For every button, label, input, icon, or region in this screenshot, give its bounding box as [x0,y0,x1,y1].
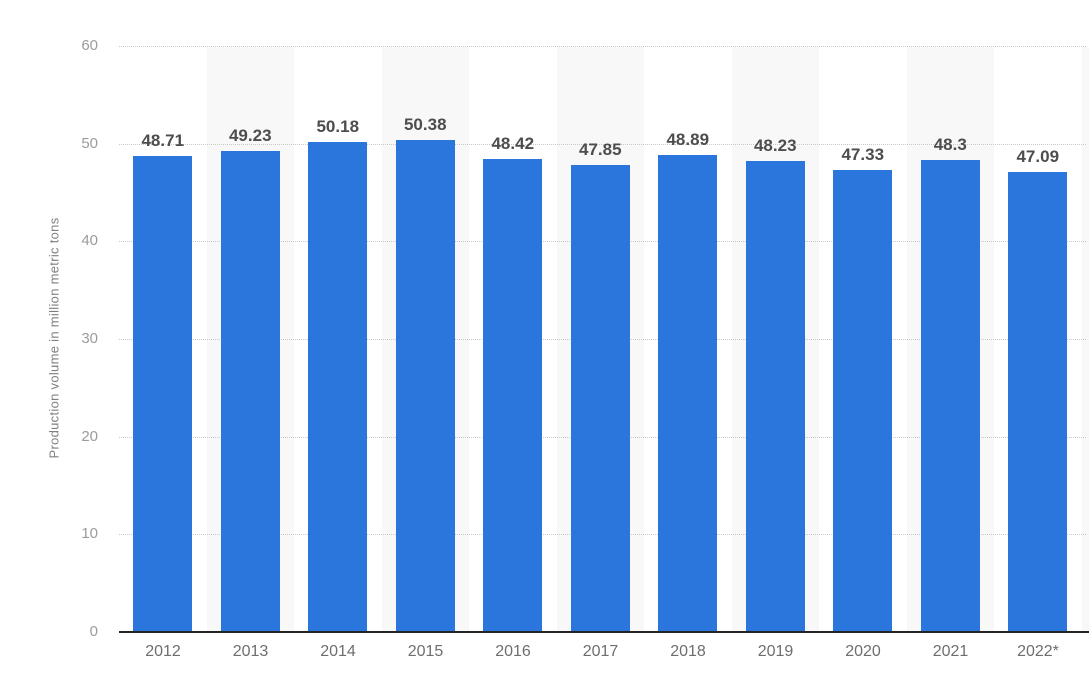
bar-2018[interactable] [658,154,718,632]
x-axis-label: 2013 [232,643,269,660]
bar-value-label: 50.18 [316,116,360,136]
y-tick-label: 0 [89,623,98,640]
x-axis-label: 2012 [145,643,181,660]
bar-2012[interactable] [133,156,193,632]
bar-value-label: 48.3 [933,135,967,155]
x-axis-label: 2014 [320,643,356,660]
bar-2020[interactable] [833,169,893,632]
x-axis-label: 2019 [757,643,794,660]
y-tick-label: 40 [81,232,98,250]
bar-2017[interactable] [570,164,630,632]
gridline [119,46,1086,47]
bar-value-label: 47.85 [578,139,622,159]
bar-2019[interactable] [745,160,805,632]
bar-value-label: 47.09 [1016,147,1060,167]
x-axis-label: 2017 [582,643,619,660]
x-axis-label: 2015 [407,643,444,660]
gridline [119,143,1086,145]
bar-2014[interactable] [308,141,368,632]
bar-2016[interactable] [483,159,543,632]
bar-2022[interactable] [1008,172,1068,632]
bar-value-label: 50.38 [403,114,447,134]
x-axis-label: 2018 [670,643,706,660]
y-tick-label: 10 [81,525,98,543]
bar-value-label: 47.33 [841,144,885,164]
x-axis-line [119,631,1089,633]
bar-2013[interactable] [220,151,280,632]
bar-value-label: 48.42 [491,134,535,154]
x-axis-label: 2016 [495,643,531,660]
bar-value-label: 48.23 [753,135,797,155]
y-tick-label: 20 [81,427,98,445]
y-tick-label: 30 [81,330,98,347]
x-axis-label: 2021 [932,643,969,660]
x-axis-label: 2022* [1017,643,1059,660]
bar-value-label: 48.89 [666,129,710,149]
plot-area: 48.71 49.23 50.18 50.38 48.42 47.85 48.89 48.23… [119,46,1089,632]
bar-2021[interactable] [920,160,980,632]
bar-value-label: 49.23 [228,126,272,146]
y-tick-label: 60 [81,37,98,54]
y-tick-label: 50 [81,134,98,152]
bar-2015[interactable] [395,139,455,632]
x-axis-label: 2020 [845,643,881,660]
bar-value-label: 48.71 [141,131,185,151]
